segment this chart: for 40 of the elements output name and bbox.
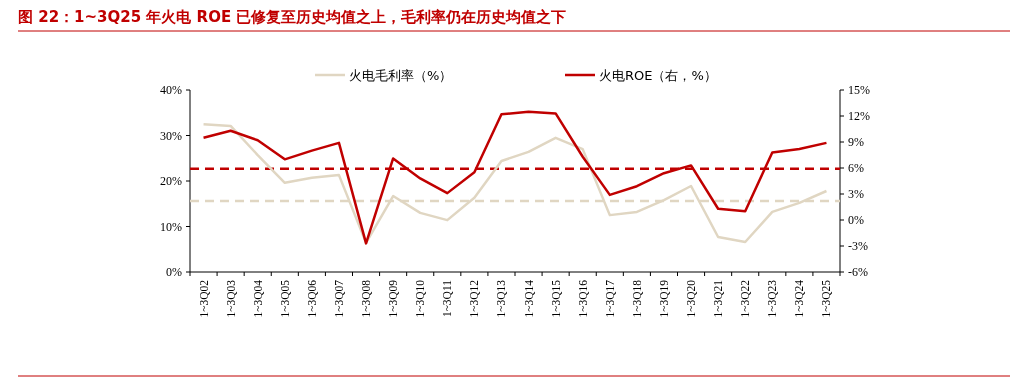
x-tick-label: 1~3Q02 [197,279,210,318]
y2-tick-label: 0% [848,213,864,227]
x-tick-label: 1~3Q18 [630,279,643,318]
x-tick-label: 1~3Q03 [224,279,237,318]
x-tick-label: 1~3Q22 [739,279,752,318]
x-tick-label: 1~3Q23 [766,279,779,318]
x-tick-label: 1~3Q08 [360,279,373,318]
legend-label: 火电毛利率（%） [349,68,453,83]
y2-tick-label: 3% [848,187,864,201]
x-tick-label: 1~3Q09 [387,279,400,318]
x-tick-label: 1~3Q13 [495,279,508,318]
y-tick-label: 0% [166,265,182,279]
x-tick-label: 1~3Q12 [468,279,481,318]
x-tick-label: 1~3Q17 [603,279,616,318]
chart-title: 图 22：1~3Q25 年火电 ROE 已修复至历史均值之上，毛利率仍在历史均值之下 [18,8,567,26]
x-tick-label: 1~3Q19 [657,279,670,318]
legend-label: 火电ROE（右，%） [599,68,717,83]
y2-tick-label: 15% [848,83,870,97]
x-tick-label: 1~3Q10 [414,279,427,318]
x-tick-label: 1~3Q11 [441,279,454,318]
x-tick-label: 1~3Q07 [332,279,345,318]
y-tick-label: 30% [160,128,182,143]
x-tick-label: 1~3Q06 [305,279,318,318]
y2-tick-label: 12% [848,109,870,123]
y-tick-label: 40% [160,83,182,97]
x-tick-label: 1~3Q25 [820,279,833,318]
x-tick-label: 1~3Q20 [685,279,698,318]
x-tick-label: 1~3Q04 [251,279,264,318]
x-tick-label: 1~3Q05 [278,279,291,318]
x-tick-label: 1~3Q16 [576,279,589,318]
y-tick-label: 10% [160,219,182,234]
x-tick-label: 1~3Q24 [793,279,806,318]
y2-tick-label: 6% [848,161,864,175]
x-tick-label: 1~3Q14 [522,279,535,318]
y2-tick-label: -3% [848,239,868,253]
y-tick-label: 20% [160,174,182,188]
x-tick-label: 1~3Q15 [549,279,562,318]
y2-tick-label: -6% [848,265,868,279]
y2-tick-label: 9% [848,135,864,149]
x-tick-label: 1~3Q21 [712,279,725,318]
